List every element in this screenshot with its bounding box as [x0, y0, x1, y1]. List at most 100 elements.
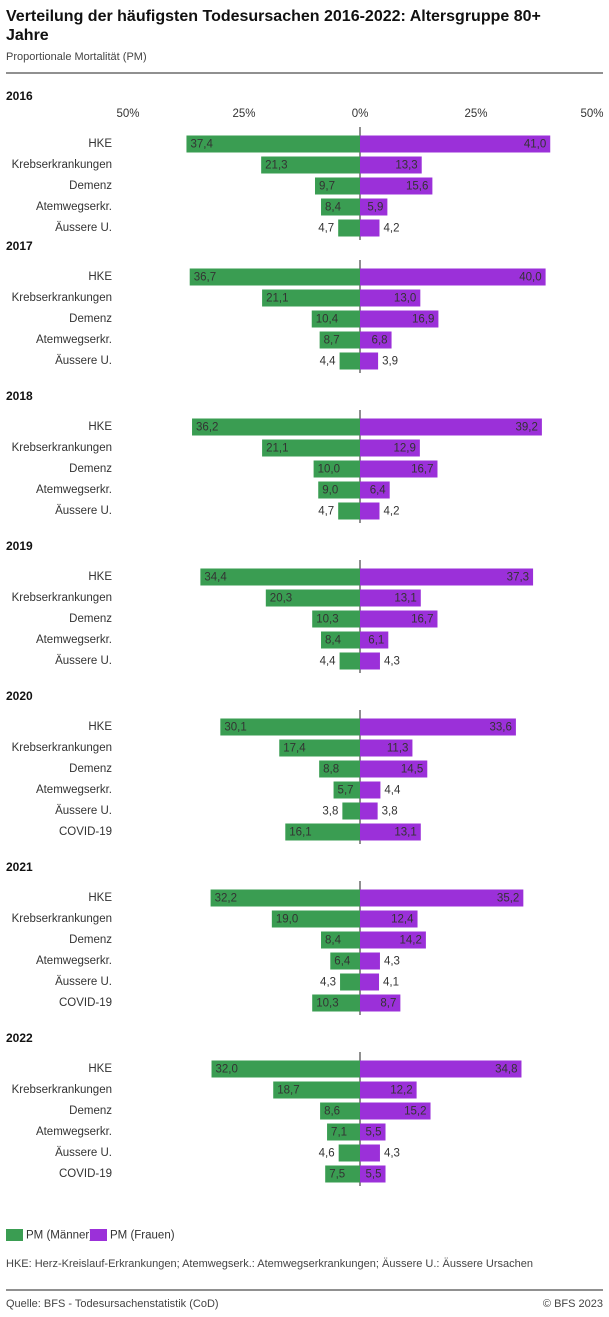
bar — [360, 568, 534, 586]
category-label: Demenz — [69, 613, 112, 625]
bar — [340, 973, 360, 991]
value-label: 3,9 — [382, 356, 398, 368]
value-label: 34,4 — [204, 572, 227, 584]
value-label: 34,8 — [495, 1064, 517, 1076]
bar — [360, 439, 420, 457]
value-label: 16,9 — [412, 314, 434, 326]
value-label: 13,1 — [394, 593, 416, 605]
bar — [189, 268, 360, 286]
value-label: 12,4 — [391, 914, 414, 926]
category-label: HKE — [88, 138, 112, 150]
value-label: 4,3 — [320, 977, 336, 989]
bar — [321, 931, 360, 949]
bar — [338, 219, 360, 237]
bar — [273, 1081, 360, 1099]
bar — [360, 952, 380, 970]
bar — [360, 219, 380, 237]
bar — [360, 718, 516, 736]
category-label: Krebserkrankungen — [12, 292, 112, 304]
bar — [320, 1102, 360, 1120]
value-label: 36,7 — [194, 272, 216, 284]
legend-label: PM (Frauen) — [110, 1230, 175, 1242]
category-label: Demenz — [69, 313, 112, 325]
bar — [261, 156, 360, 174]
bar — [360, 802, 378, 820]
value-label: 20,3 — [270, 593, 292, 605]
value-label: 7,1 — [331, 1127, 347, 1139]
bar — [360, 289, 421, 307]
footnote: HKE: Herz-Kreislauf-Erkrankungen; Atemwe… — [6, 1258, 533, 1270]
bar — [360, 1165, 386, 1183]
value-label: 16,7 — [411, 614, 433, 626]
category-label: HKE — [88, 1063, 112, 1075]
value-label: 3,8 — [382, 806, 398, 818]
chart-title: Verteilung der häufigsten Todesursachen … — [6, 8, 541, 25]
x-tick-label: 25% — [232, 108, 255, 120]
bar — [360, 198, 388, 216]
bar — [200, 568, 360, 586]
value-label: 13,1 — [394, 827, 416, 839]
value-label: 30,1 — [224, 722, 246, 734]
bar — [360, 973, 380, 991]
category-label: Demenz — [69, 763, 112, 775]
bar — [186, 135, 360, 153]
category-label: HKE — [88, 571, 112, 583]
bar — [211, 1060, 360, 1078]
value-label: 3,8 — [322, 806, 338, 818]
value-label: 32,0 — [216, 1064, 238, 1076]
x-tick-label: 50% — [580, 108, 603, 120]
x-tick-label: 50% — [116, 108, 139, 120]
category-label: Äussere U. — [55, 1147, 112, 1159]
bar — [330, 952, 360, 970]
value-label: 9,0 — [322, 485, 338, 497]
value-label: 13,3 — [395, 160, 417, 172]
bar — [360, 460, 438, 478]
bar — [318, 481, 360, 499]
value-label: 5,7 — [338, 785, 354, 797]
category-label: Atemwegserkr. — [36, 1126, 112, 1138]
category-label: Atemwegserkr. — [36, 784, 112, 796]
bar — [319, 760, 360, 778]
value-label: 12,9 — [393, 443, 415, 455]
bar — [360, 760, 428, 778]
bar — [360, 652, 380, 670]
category-label: Äussere U. — [55, 655, 112, 667]
value-label: 39,2 — [515, 422, 537, 434]
category-label: Atemwegserkr. — [36, 634, 112, 646]
bar — [312, 610, 360, 628]
value-label: 21,1 — [266, 443, 288, 455]
bar — [321, 631, 360, 649]
value-label: 21,3 — [265, 160, 287, 172]
value-label: 4,7 — [318, 506, 334, 518]
bar — [360, 331, 392, 349]
bar — [325, 1165, 360, 1183]
category-label: HKE — [88, 892, 112, 904]
category-label: Krebserkrankungen — [12, 442, 112, 454]
category-label: COVID-19 — [59, 826, 112, 838]
value-label: 11,3 — [387, 743, 409, 755]
value-label: 33,6 — [490, 722, 512, 734]
value-label: 4,3 — [384, 656, 400, 668]
value-label: 35,2 — [497, 893, 519, 905]
category-label: Atemwegserkr. — [36, 201, 112, 213]
value-label: 5,5 — [366, 1169, 382, 1181]
value-label: 4,4 — [384, 785, 401, 797]
value-label: 8,4 — [325, 635, 342, 647]
value-label: 12,2 — [390, 1085, 412, 1097]
value-label: 8,6 — [324, 1106, 340, 1118]
value-label: 21,1 — [266, 293, 288, 305]
bar — [311, 310, 360, 328]
value-label: 4,2 — [383, 223, 399, 235]
bar — [360, 823, 421, 841]
bar — [360, 135, 551, 153]
chart-title: Jahre — [6, 27, 49, 44]
value-label: 16,1 — [289, 827, 311, 839]
bar — [360, 310, 439, 328]
category-label: Krebserkrankungen — [12, 592, 112, 604]
bar — [338, 1144, 360, 1162]
bar — [342, 802, 360, 820]
panel-title: 2019 — [6, 539, 33, 553]
bar — [360, 610, 438, 628]
bar — [314, 177, 360, 195]
bar — [360, 1081, 417, 1099]
